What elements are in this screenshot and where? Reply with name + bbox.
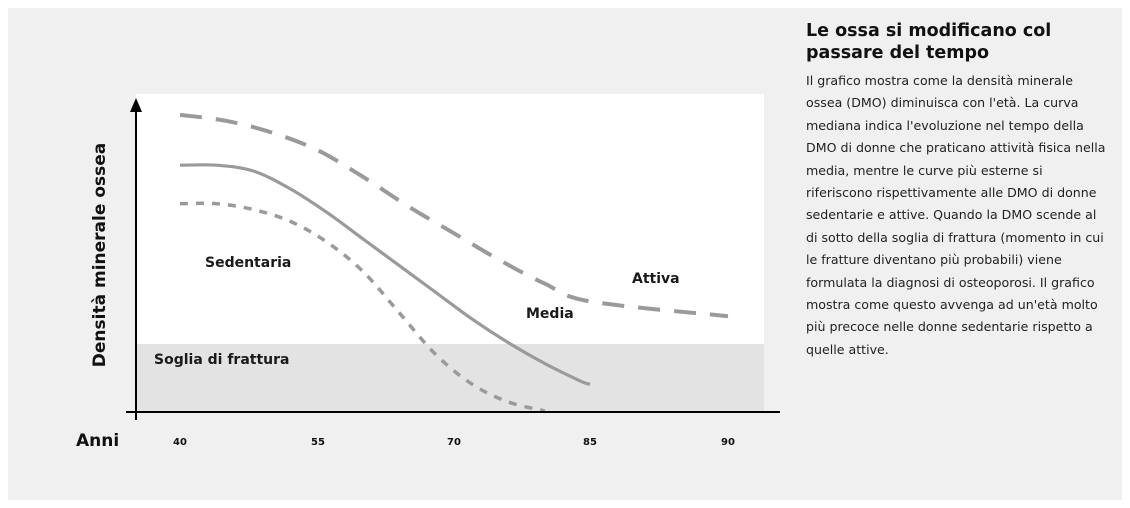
sidebar-body: Il grafico mostra come la densità minera… [806, 73, 1106, 357]
x-tick-label: 85 [583, 437, 597, 448]
series-line-sedentaria [179, 201, 546, 413]
fracture-threshold-label: Soglia di frattura [154, 352, 289, 368]
series-label-sedentaria: Sedentaria [205, 255, 291, 271]
x-tick-label: 70 [447, 437, 461, 448]
y-axis-arrow-icon [130, 98, 142, 112]
sidebar-title: Le ossa si modificano col passare del te… [806, 21, 1052, 63]
series-line-attiva [179, 112, 729, 319]
x-tick-label: 90 [721, 437, 735, 448]
explanation-sidebar: Le ossa si modificano col passare del te… [806, 20, 1106, 361]
x-tick-label: 55 [311, 437, 325, 448]
bone-density-chart: Densità minerale ossea Anni 40 55 70 85 90 S… [76, 94, 780, 451]
fracture-threshold-zone [136, 344, 764, 412]
y-axis-label: Densità minerale ossea [90, 143, 110, 367]
series-label-attiva: Attiva [632, 271, 680, 287]
x-tick-label: 40 [173, 437, 187, 448]
x-axis-label: Anni [76, 431, 119, 451]
series-line-media [179, 163, 591, 386]
x-tick-labels: 40 55 70 85 90 [173, 437, 735, 448]
series-layer [179, 112, 729, 413]
series-label-media: Media [526, 306, 574, 322]
